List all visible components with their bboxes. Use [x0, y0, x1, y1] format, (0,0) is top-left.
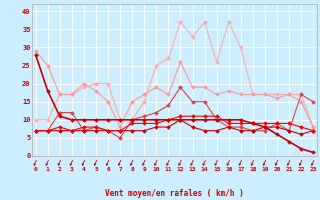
X-axis label: Vent moyen/en rafales ( km/h ): Vent moyen/en rafales ( km/h )	[105, 189, 244, 198]
